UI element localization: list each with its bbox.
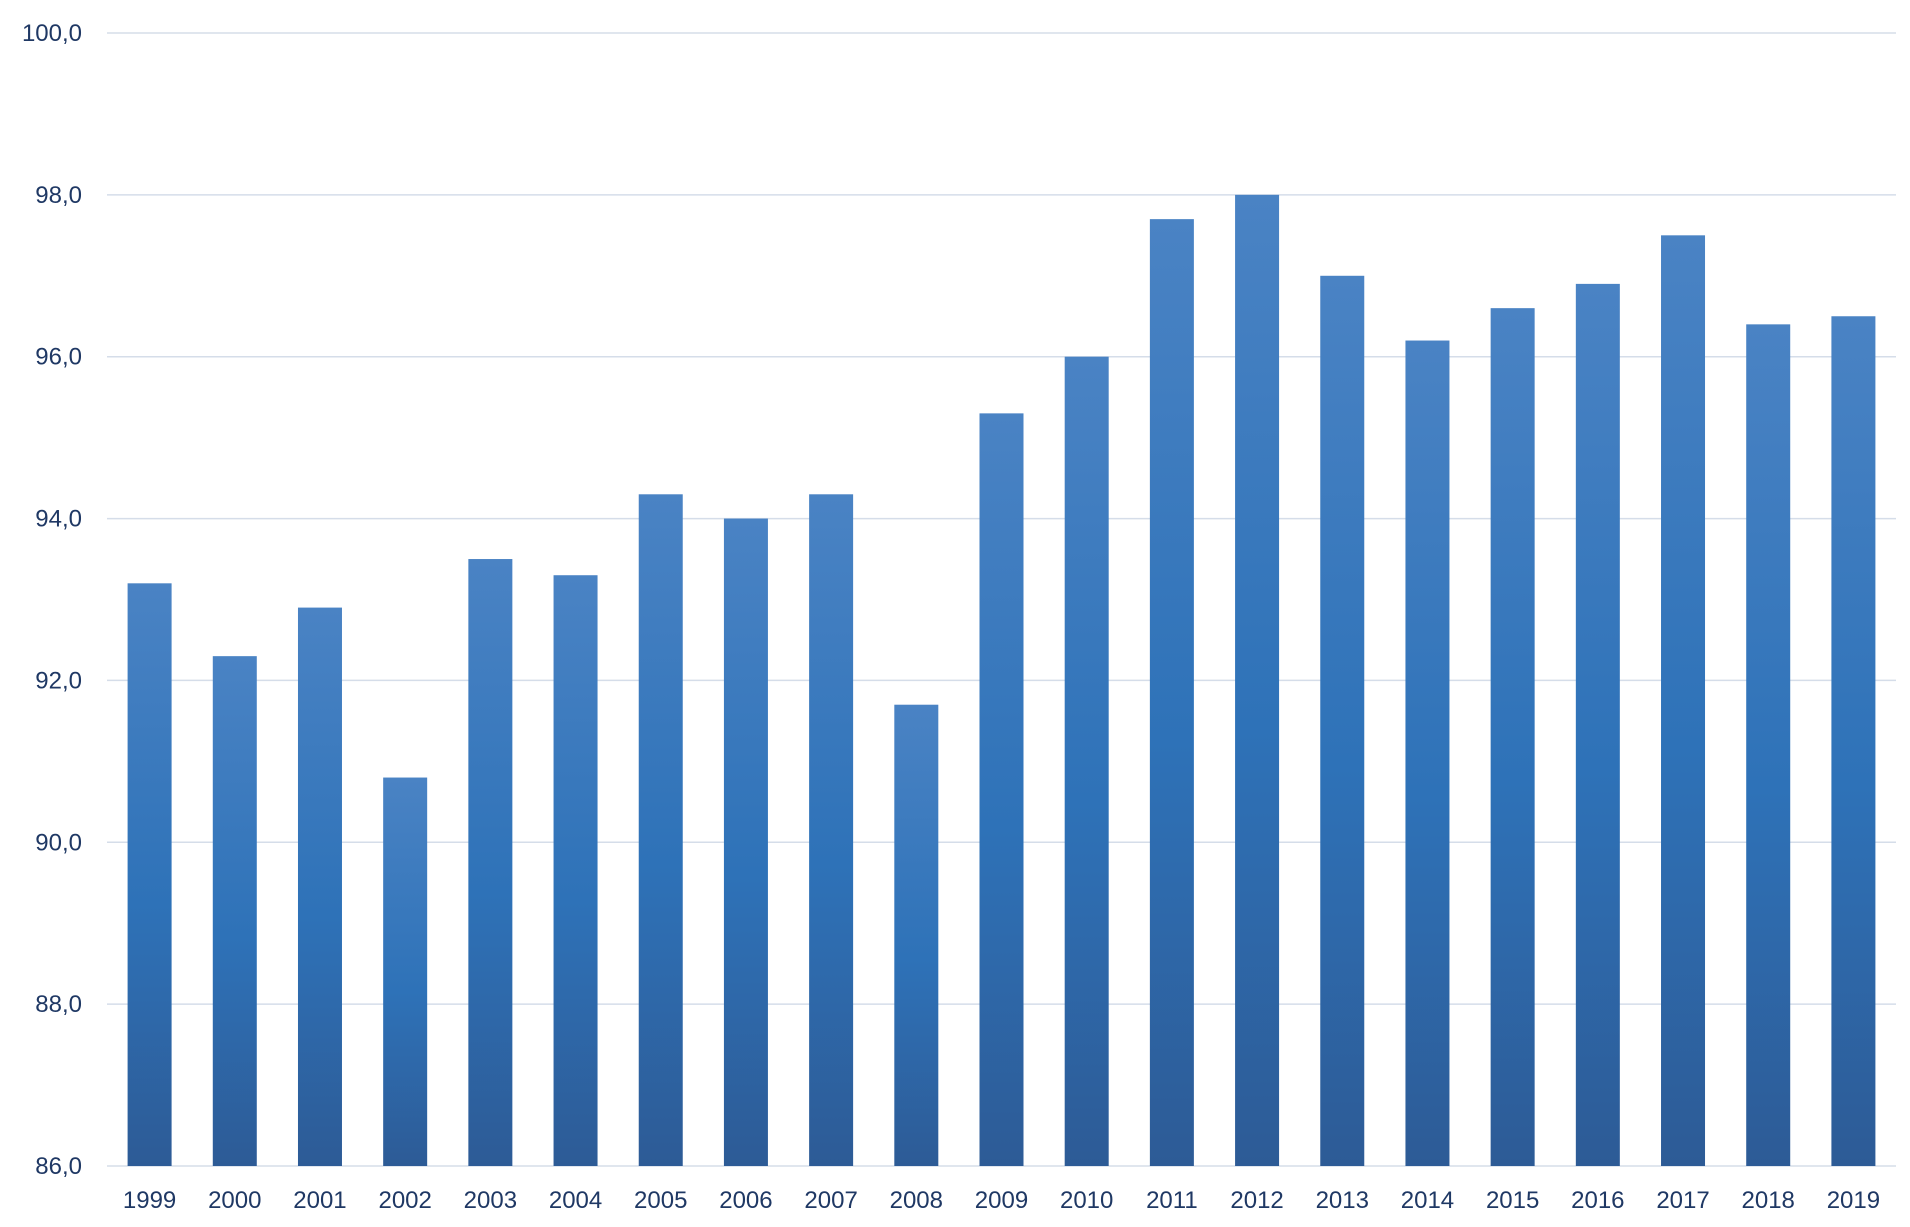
x-tick-label-2003: 2003 — [464, 1187, 517, 1214]
bar-2013 — [1320, 275, 1365, 1166]
bar-2005 — [638, 494, 683, 1166]
x-tick-label-2001: 2001 — [293, 1187, 346, 1214]
bar-2001 — [297, 607, 342, 1166]
x-tick-label-2000: 2000 — [208, 1187, 261, 1214]
bar-2009 — [979, 413, 1024, 1167]
x-tick-label-2008: 2008 — [890, 1187, 943, 1214]
bar-2000 — [212, 656, 257, 1166]
y-tick-label: 88,0 — [35, 991, 82, 1018]
y-tick-label: 90,0 — [35, 829, 82, 856]
y-tick-label: 96,0 — [35, 344, 82, 371]
bar-2002 — [383, 777, 428, 1166]
bar-2008 — [894, 704, 939, 1166]
bar-2011 — [1149, 219, 1194, 1166]
y-tick-label: 98,0 — [35, 182, 82, 209]
x-tick-label-2007: 2007 — [804, 1187, 857, 1214]
x-tick-label-2014: 2014 — [1401, 1187, 1454, 1214]
x-axis-tick-labels: 1999 2000 2001 2002 2003 2004 2005 2006 2007 2008… — [123, 1187, 1880, 1214]
x-tick-label-2006: 2006 — [719, 1187, 772, 1214]
bar-2019 — [1831, 316, 1876, 1166]
y-tick-label: 86,0 — [35, 1153, 82, 1180]
bar-1999 — [127, 583, 172, 1166]
x-tick-label-2019: 2019 — [1827, 1187, 1880, 1214]
bar-2004 — [553, 575, 598, 1166]
y-axis-tick-labels: 86,0 88,0 90,0 92,0 94,0 96,0 98,0 100,0 — [22, 20, 82, 1180]
bar-2017 — [1661, 235, 1706, 1167]
bars — [127, 194, 1876, 1167]
bar-2018 — [1746, 324, 1791, 1166]
bar-2007 — [809, 494, 854, 1166]
bar-2014 — [1405, 340, 1450, 1166]
bar-2006 — [723, 518, 768, 1166]
x-tick-label-2018: 2018 — [1742, 1187, 1795, 1214]
x-tick-label-1999: 1999 — [123, 1187, 176, 1214]
bar-2016 — [1575, 283, 1620, 1167]
bar-2003 — [468, 559, 513, 1166]
x-tick-label-2002: 2002 — [378, 1187, 431, 1214]
bar-2012 — [1235, 194, 1280, 1166]
x-tick-label-2010: 2010 — [1060, 1187, 1113, 1214]
bar-2015 — [1490, 308, 1535, 1167]
y-tick-label: 92,0 — [35, 667, 82, 694]
y-tick-label: 100,0 — [22, 20, 82, 47]
y-tick-label: 94,0 — [35, 506, 82, 533]
x-tick-label-2012: 2012 — [1230, 1187, 1283, 1214]
x-tick-label-2005: 2005 — [634, 1187, 687, 1214]
x-tick-label-2009: 2009 — [975, 1187, 1028, 1214]
x-tick-label-2016: 2016 — [1571, 1187, 1624, 1214]
bar-2010 — [1064, 356, 1109, 1166]
x-tick-label-2017: 2017 — [1656, 1187, 1709, 1214]
x-tick-label-2013: 2013 — [1316, 1187, 1369, 1214]
x-tick-label-2004: 2004 — [549, 1187, 602, 1214]
x-tick-label-2011: 2011 — [1146, 1187, 1198, 1214]
x-tick-label-2015: 2015 — [1486, 1187, 1539, 1214]
